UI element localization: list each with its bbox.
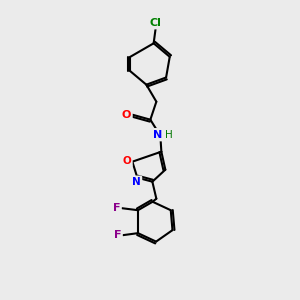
Text: F: F — [114, 230, 121, 240]
Text: Cl: Cl — [150, 18, 162, 28]
Text: H: H — [165, 130, 172, 140]
Text: O: O — [122, 156, 131, 166]
Text: O: O — [122, 110, 131, 120]
Text: N: N — [153, 130, 163, 140]
Text: F: F — [112, 203, 120, 213]
Text: N: N — [132, 177, 141, 187]
